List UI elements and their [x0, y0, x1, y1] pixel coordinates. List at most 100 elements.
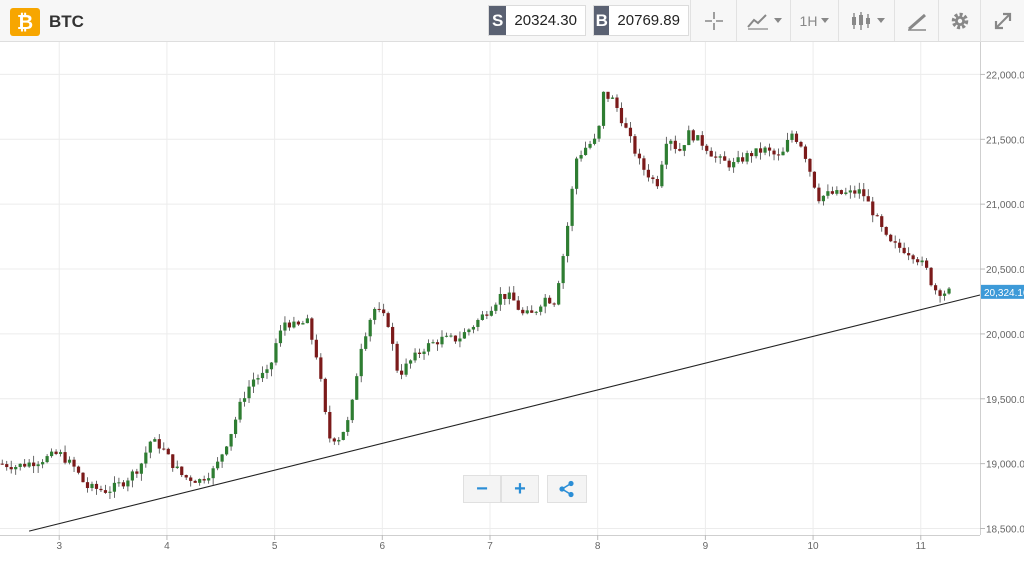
candle-up	[543, 297, 547, 307]
candle-down	[853, 190, 857, 194]
zoom-out-button[interactable]: −	[463, 475, 501, 503]
drawing-tools-button[interactable]	[894, 0, 938, 41]
candle-up	[835, 190, 839, 194]
candle-up	[754, 148, 758, 157]
crosshair-button[interactable]	[690, 0, 736, 41]
x-tick-label: 3	[56, 541, 62, 552]
candle-up	[480, 314, 484, 320]
candle-down	[929, 267, 933, 286]
candle-down	[32, 462, 36, 467]
candlestick-icon	[851, 11, 870, 30]
sell-label: S	[489, 6, 507, 35]
candle-up	[570, 188, 574, 226]
candle-up	[144, 452, 148, 464]
candle-up	[947, 288, 951, 294]
candle-down	[72, 459, 76, 467]
candle-up	[440, 336, 444, 345]
candle-up	[247, 386, 251, 399]
candle-up	[664, 143, 668, 165]
timeframe-label: 1H	[799, 12, 818, 29]
candle-up	[467, 329, 471, 333]
candle-up	[462, 332, 467, 339]
candle-up	[857, 189, 861, 194]
candle-up	[368, 319, 372, 337]
candle-up	[561, 256, 565, 284]
candle-up	[269, 362, 274, 370]
candle-up	[498, 293, 502, 305]
last-price-marker	[981, 284, 1024, 299]
candle-down	[400, 370, 404, 375]
candle-down	[705, 145, 709, 151]
candle-up	[732, 162, 736, 168]
candle-down	[135, 471, 139, 474]
candle-up	[45, 456, 49, 463]
candle-up	[260, 372, 265, 379]
candle-up	[471, 326, 475, 330]
candle-up	[736, 157, 740, 163]
candle-down	[691, 130, 695, 141]
share-icon	[559, 480, 574, 498]
candle-down	[758, 148, 763, 153]
candle-down	[866, 196, 870, 202]
candle-down	[548, 297, 552, 304]
candle-down	[902, 247, 906, 254]
candle-down	[808, 158, 812, 172]
sell-price-button[interactable]: S 20324.30	[488, 5, 586, 36]
candle-up	[278, 330, 283, 344]
candle-down	[552, 303, 556, 305]
share-button[interactable]	[547, 475, 587, 503]
candle-up	[67, 459, 72, 463]
candle-up	[601, 91, 606, 126]
candle-up	[148, 441, 152, 453]
candle-up	[610, 97, 615, 99]
candle-up	[90, 483, 94, 489]
candle-down	[678, 148, 682, 151]
candle-down	[812, 171, 817, 188]
candle-down	[637, 153, 642, 159]
candle-up	[251, 379, 256, 387]
candle-down	[709, 150, 713, 157]
candle-down	[94, 483, 99, 489]
candle-down	[202, 479, 206, 481]
candle-up	[821, 195, 825, 202]
chart-grid	[0, 42, 980, 535]
candle-up	[408, 360, 413, 364]
candle-down	[453, 335, 458, 342]
settings-button[interactable]	[938, 0, 980, 41]
axes: 18,500.00 19,000.00 19,500.00 20,000.00 20,5…	[0, 42, 1024, 552]
candle-down	[839, 190, 843, 194]
y-tick-label: 22,000.00	[986, 70, 1024, 81]
crosshair-icon	[704, 11, 723, 30]
candle-up	[579, 155, 583, 159]
x-tick-label: 11	[916, 541, 927, 552]
timeframe-selector[interactable]: 1H	[790, 0, 838, 41]
chart-type-button[interactable]	[736, 0, 790, 41]
candle-down	[85, 482, 90, 489]
candle-down	[99, 488, 103, 491]
fullscreen-button[interactable]	[980, 0, 1024, 41]
candle-style-button[interactable]	[838, 0, 894, 41]
candle-down	[171, 454, 175, 468]
candle-down	[193, 480, 197, 483]
buy-price-button[interactable]: B 20769.89	[593, 5, 689, 36]
candle-down	[884, 226, 888, 235]
candle-up	[557, 283, 561, 305]
support-trendline	[28, 294, 981, 532]
candle-up	[175, 466, 179, 468]
instrument-symbol[interactable]: BTC	[49, 12, 84, 31]
candle-up	[355, 376, 359, 400]
zoom-in-button[interactable]: +	[501, 475, 539, 503]
y-tick-label: 20,000.00	[986, 330, 1024, 341]
candle-up	[431, 342, 435, 344]
candle-down	[121, 482, 125, 487]
candle-up	[346, 420, 350, 432]
x-tick-label: 9	[703, 541, 709, 552]
candle-up	[413, 352, 417, 361]
candle-up	[292, 321, 296, 328]
bitcoin-logo-icon: ₿	[10, 8, 40, 36]
last-price-label: 20,324.16	[984, 288, 1024, 299]
candle-up	[50, 451, 54, 457]
candle-up	[539, 306, 543, 312]
candle-up	[216, 461, 220, 469]
